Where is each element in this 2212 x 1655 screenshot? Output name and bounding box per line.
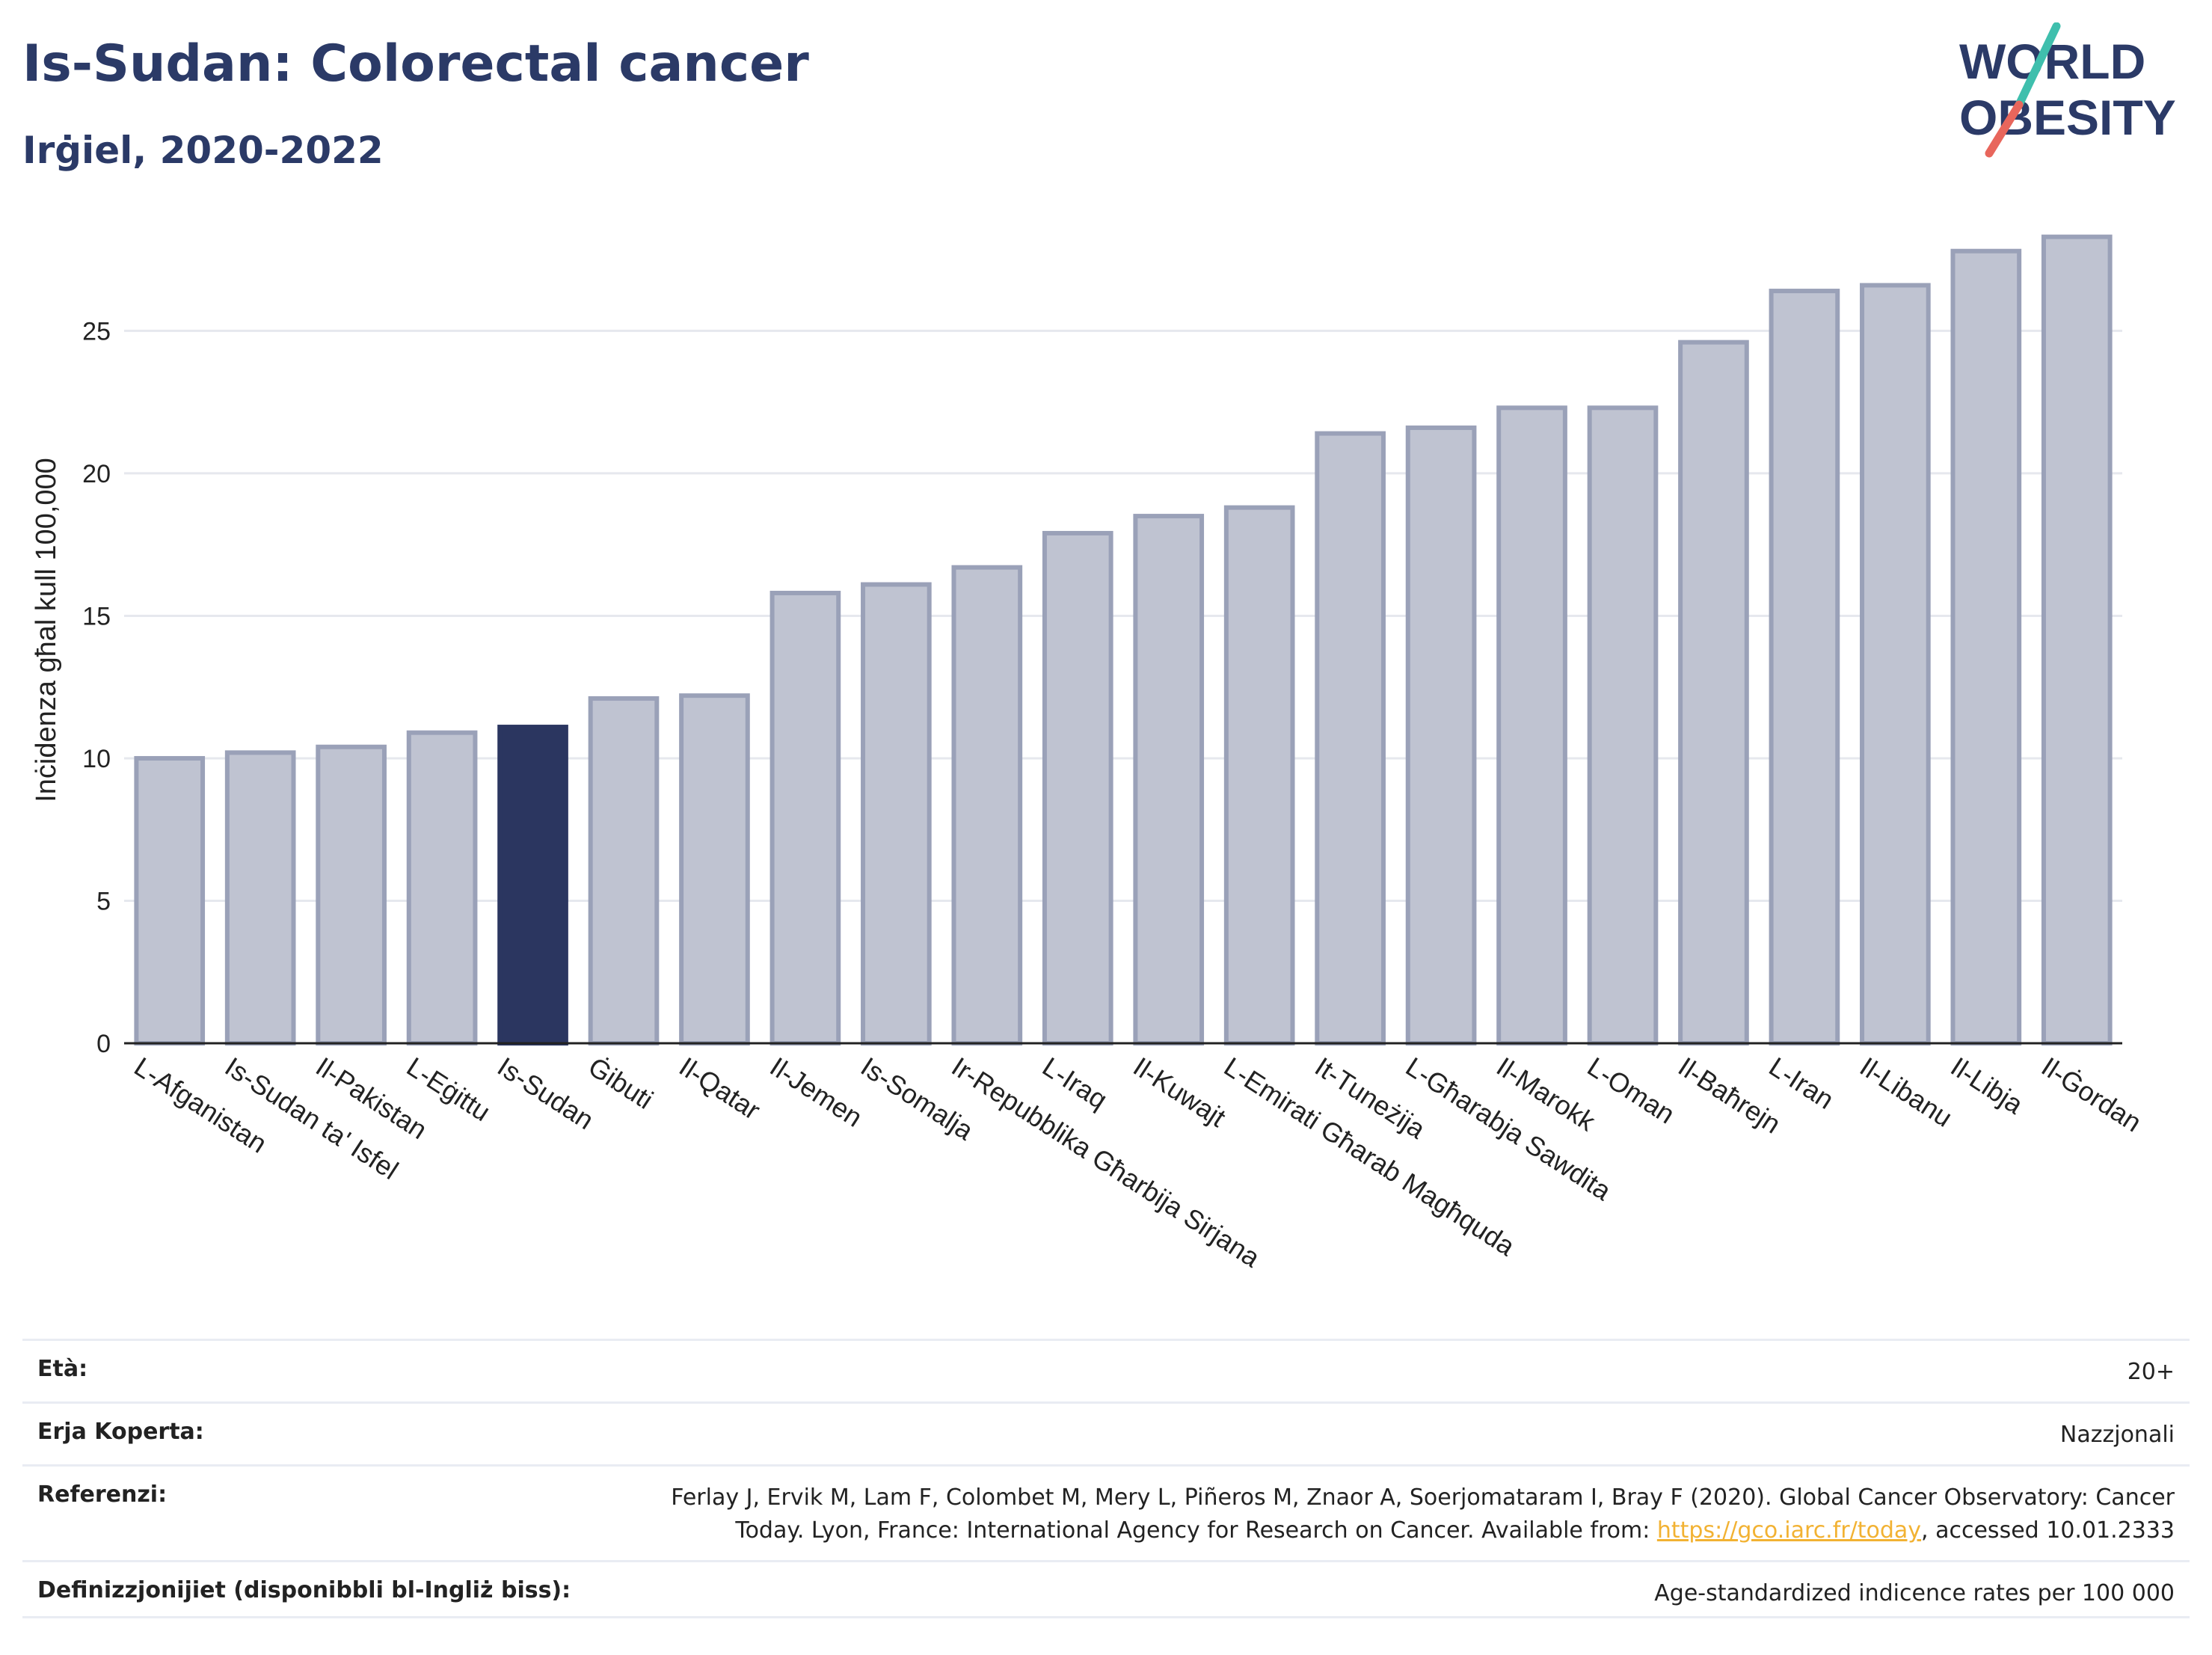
bar xyxy=(861,582,932,1045)
x-tick-label: L-Iraq xyxy=(1037,1051,1113,1115)
age-row: Età: 20+ xyxy=(22,1339,2190,1401)
definitions-row: Definizzjonijiet (disponibbli bl-Ingliż … xyxy=(22,1560,2190,1618)
area-label: Erja Koperta: xyxy=(37,1419,204,1445)
references-row: Referenzi: Ferlay J, Ervik M, Lam F, Col… xyxy=(22,1464,2190,1560)
logo-slash-coral xyxy=(1985,100,2024,158)
y-tick-label: 10 xyxy=(82,745,111,773)
bar xyxy=(951,565,1023,1045)
y-tick-label: 20 xyxy=(82,460,111,488)
y-tick-label: 15 xyxy=(82,602,111,630)
x-tick-label: Il-Kuwajt xyxy=(1128,1051,1231,1133)
bar xyxy=(1860,283,1931,1045)
area-value: Nazzjonali xyxy=(2059,1422,2175,1448)
references-label: Referenzi: xyxy=(37,1481,168,1508)
reference-line-1: Ferlay J, Ervik M, Lam F, Colombet M, Me… xyxy=(671,1484,2175,1511)
age-label: Età: xyxy=(37,1356,88,1382)
bar xyxy=(1315,431,1386,1045)
age-value: 20+ xyxy=(2127,1359,2175,1385)
bar xyxy=(769,590,841,1045)
bar xyxy=(1405,425,1477,1045)
reference-line-2-start: Today. Lyon, France: International Agenc… xyxy=(735,1517,1657,1544)
x-tick-label: Il-Ġordan xyxy=(2036,1051,2147,1137)
bar xyxy=(1042,530,1113,1045)
x-tick-label: Il-Libanu xyxy=(1855,1051,1958,1133)
y-tick-label: 25 xyxy=(82,317,111,346)
bar-highlighted xyxy=(497,725,568,1045)
bar xyxy=(1769,289,1840,1045)
y-tick-label: 0 xyxy=(96,1030,111,1058)
definitions-value: Age-standardized indicence rates per 100… xyxy=(1654,1580,2175,1606)
bar xyxy=(1223,505,1295,1045)
world-obesity-logo: WORLD OBESITY xyxy=(1959,22,2176,158)
bar xyxy=(224,750,296,1046)
x-tick-label: L-Iran xyxy=(1764,1051,1840,1115)
bar xyxy=(1133,514,1205,1045)
x-tick-label: L-Oman xyxy=(1582,1051,1680,1129)
bar xyxy=(679,693,750,1045)
bar xyxy=(588,696,660,1046)
y-tick-label: 5 xyxy=(96,887,111,915)
bar xyxy=(1950,248,2022,1046)
reference-link[interactable]: https://gco.iarc.fr/today xyxy=(1656,1517,1922,1544)
bar xyxy=(1496,405,1567,1045)
metadata-table: Età: 20+ Erja Koperta: Nazzjonali Refere… xyxy=(22,1339,2190,1618)
x-tick-label: Il-Qatar xyxy=(674,1051,766,1126)
x-tick-label: Il-Baħrejn xyxy=(1673,1051,1787,1139)
bar xyxy=(2041,234,2113,1046)
chart-title: Is-Sudan: Colorectal cancer xyxy=(22,34,809,93)
bar xyxy=(1678,340,1749,1046)
x-tick-label: Ġibuti xyxy=(583,1051,659,1115)
reference-line-2-end: , accessed 10.01.2333 xyxy=(1921,1517,2175,1544)
definitions-label: Definizzjonijiet (disponibbli bl-Ingliż … xyxy=(37,1577,571,1603)
chart-subtitle: Irġiel, 2020-2022 xyxy=(22,129,384,172)
bar xyxy=(1587,405,1659,1045)
bar xyxy=(406,730,478,1045)
logo-slash-teal xyxy=(2015,22,2061,109)
bar xyxy=(316,744,387,1045)
references-value: Ferlay J, Ervik M, Lam F, Colombet M, Me… xyxy=(671,1481,2175,1547)
area-row: Erja Koperta: Nazzjonali xyxy=(22,1401,2190,1464)
x-tick-label: Il-Libja xyxy=(1945,1051,2029,1120)
x-tick-label: Il-Jemen xyxy=(765,1051,868,1133)
bar xyxy=(134,755,206,1045)
y-axis-title: Inċidenza għal kull 100,000 xyxy=(31,458,62,802)
x-tick-label: Is-Sudan xyxy=(492,1051,599,1135)
